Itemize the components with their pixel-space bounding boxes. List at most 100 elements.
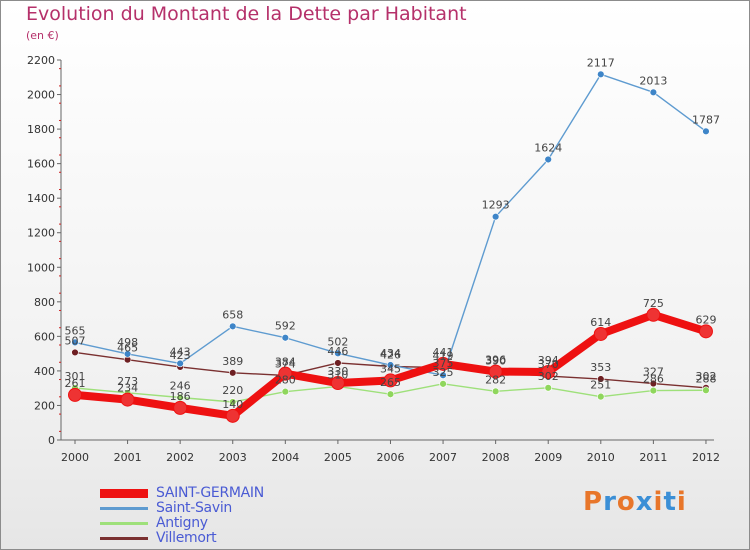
data-point xyxy=(229,369,237,377)
x-tick-label: 2005 xyxy=(324,451,352,464)
data-label: 261 xyxy=(65,377,86,390)
y-tick-label: 1600 xyxy=(27,158,55,171)
data-label: 302 xyxy=(538,370,559,383)
legend-swatch xyxy=(100,489,148,498)
data-point xyxy=(225,408,240,423)
data-label: 234 xyxy=(117,382,138,395)
data-point xyxy=(544,155,552,164)
data-point xyxy=(386,361,395,369)
data-label: 446 xyxy=(327,345,348,358)
data-label: 725 xyxy=(643,297,664,310)
data-label: 502 xyxy=(327,335,348,348)
y-tick-label: 1200 xyxy=(27,227,55,240)
logo-letter: x xyxy=(635,487,654,517)
data-label: 658 xyxy=(222,308,243,321)
data-label: 325 xyxy=(433,366,454,379)
y-tick-label: 400 xyxy=(34,365,55,378)
data-label: 396 xyxy=(485,354,506,367)
x-tick-label: 2004 xyxy=(271,451,299,464)
data-label: 273 xyxy=(117,375,138,388)
legend-label: SAINT-GERMAIN xyxy=(156,485,264,501)
y-tick-label: 2000 xyxy=(27,89,55,102)
y-tick-label: 200 xyxy=(34,399,55,412)
x-tick-label: 2007 xyxy=(429,451,457,464)
legend-swatch xyxy=(100,537,148,540)
chart-title: Evolution du Montant de la Dette par Hab… xyxy=(26,3,467,25)
y-tick-label: 2200 xyxy=(27,54,55,67)
data-point xyxy=(702,127,710,136)
chart-subtitle: (en €) xyxy=(26,29,59,42)
data-point xyxy=(649,88,658,97)
data-point xyxy=(597,70,605,79)
data-label: 389 xyxy=(222,355,243,368)
data-label: 280 xyxy=(275,374,296,387)
data-point xyxy=(281,334,290,342)
data-point xyxy=(593,326,608,341)
data-label: 265 xyxy=(380,376,401,389)
data-point xyxy=(702,386,710,394)
data-label: 565 xyxy=(65,324,86,337)
data-label: 251 xyxy=(590,379,611,392)
logo-letter: r xyxy=(603,487,617,517)
logo-letter: P xyxy=(583,487,604,517)
data-point xyxy=(123,350,132,358)
x-tick-label: 2006 xyxy=(376,451,404,464)
data-label: 374 xyxy=(275,357,296,370)
y-tick-label: 800 xyxy=(34,296,55,309)
data-label: 282 xyxy=(485,373,506,386)
data-point xyxy=(646,307,661,322)
x-tick-label: 2012 xyxy=(692,451,720,464)
data-point xyxy=(173,400,188,415)
data-point xyxy=(120,392,135,407)
data-label: 498 xyxy=(117,336,138,349)
x-tick-label: 2002 xyxy=(166,451,194,464)
data-label: 390 xyxy=(485,355,506,368)
data-label: 2013 xyxy=(639,74,667,87)
data-point xyxy=(698,324,713,339)
data-label: 310 xyxy=(327,368,348,381)
data-label: 1293 xyxy=(482,199,510,212)
data-point xyxy=(488,364,503,379)
data-point xyxy=(649,386,658,395)
data-label: 629 xyxy=(695,313,716,326)
y-tick-label: 1800 xyxy=(27,123,55,136)
data-point xyxy=(71,338,79,347)
data-label: 302 xyxy=(695,370,716,383)
data-label: 507 xyxy=(65,334,86,347)
data-point xyxy=(597,375,605,383)
x-tick-label: 2008 xyxy=(482,451,510,464)
data-point xyxy=(334,349,342,357)
legend-label: Saint-Savin xyxy=(156,500,232,516)
logo-letter: i xyxy=(653,487,664,517)
data-label: 330 xyxy=(327,365,348,378)
data-label: 2117 xyxy=(587,56,615,69)
data-label: 140 xyxy=(222,398,243,411)
data-point xyxy=(597,392,605,401)
data-point xyxy=(71,348,79,357)
data-label: 353 xyxy=(590,361,611,374)
data-point xyxy=(439,371,447,379)
data-label: 246 xyxy=(170,380,191,393)
data-point xyxy=(281,387,290,396)
y-tick-label: 1000 xyxy=(27,261,55,274)
data-label: 443 xyxy=(170,345,191,358)
data-label: 1787 xyxy=(692,113,720,126)
data-label: 614 xyxy=(590,316,611,329)
data-point xyxy=(386,390,395,398)
data-label: 419 xyxy=(433,350,454,363)
y-tick-label: 0 xyxy=(48,434,55,447)
x-tick-label: 2003 xyxy=(219,451,247,464)
data-label: 370 xyxy=(538,358,559,371)
data-point xyxy=(176,359,184,368)
data-point xyxy=(278,366,293,381)
x-tick-label: 2009 xyxy=(534,451,562,464)
data-point xyxy=(544,384,552,392)
logo-letter: t xyxy=(663,487,677,517)
data-point xyxy=(436,356,451,371)
data-label: 220 xyxy=(222,384,243,397)
data-point xyxy=(439,380,447,388)
data-label: 441 xyxy=(433,346,454,359)
x-tick-label: 2000 xyxy=(61,451,89,464)
legend-item: Antigny xyxy=(100,515,400,531)
legend-item: SAINT-GERMAIN xyxy=(100,485,400,501)
